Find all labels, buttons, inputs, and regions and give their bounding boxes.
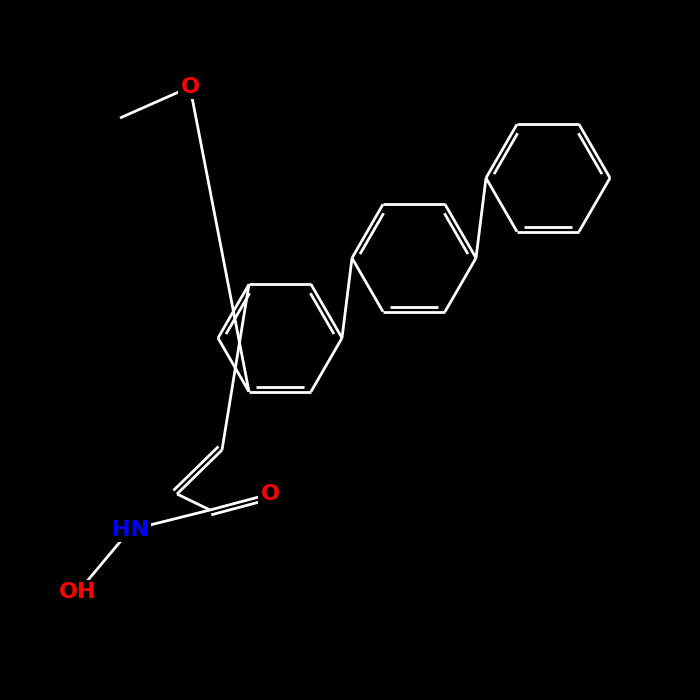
Text: O: O xyxy=(260,484,279,504)
Text: OH: OH xyxy=(60,582,97,602)
Text: O: O xyxy=(181,77,199,97)
Text: HN: HN xyxy=(111,520,148,540)
